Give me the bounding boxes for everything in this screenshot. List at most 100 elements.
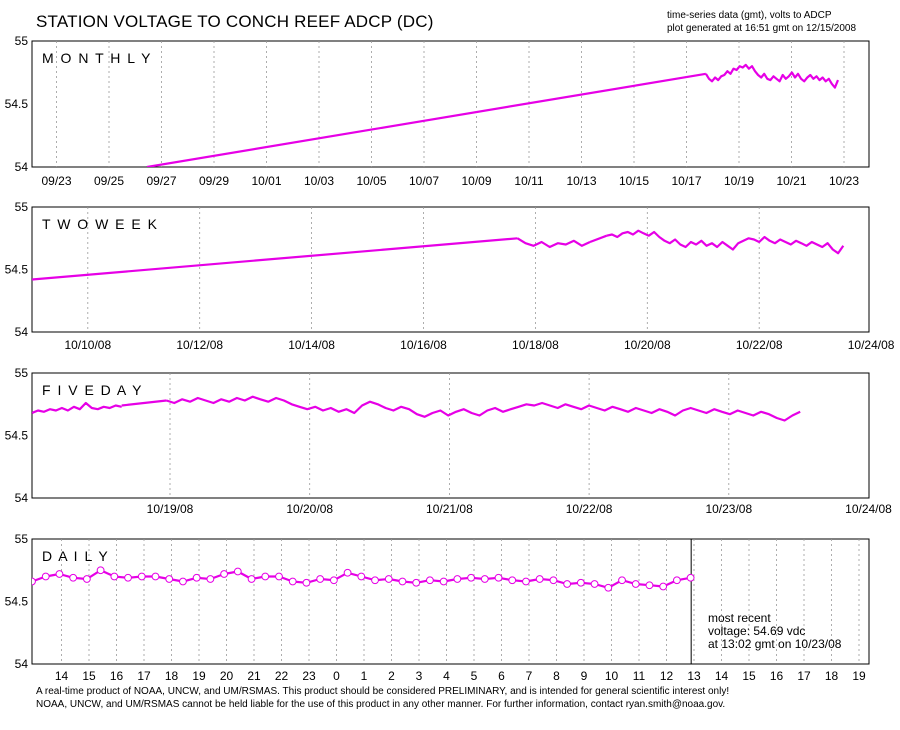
x-tick-label: 10/01 <box>251 174 281 188</box>
x-tick-label: 2 <box>388 669 395 683</box>
x-tick-label: 09/27 <box>146 174 176 188</box>
x-tick-label: 15 <box>82 669 96 683</box>
x-tick-label: 10/21 <box>776 174 806 188</box>
data-point <box>233 567 242 576</box>
data-point <box>371 576 379 585</box>
panel-label: M O N T H L Y <box>42 50 152 66</box>
data-point <box>563 580 572 588</box>
data-point <box>467 573 475 582</box>
voltage-series-line <box>121 399 167 407</box>
x-tick-label: 13 <box>687 669 701 683</box>
data-point <box>659 582 668 591</box>
y-tick-label: 54 <box>15 325 29 339</box>
most-recent-time: at 13:02 gmt on 10/23/08 <box>708 637 842 651</box>
data-point <box>412 578 421 587</box>
data-point <box>631 580 640 588</box>
x-tick-label: 18 <box>825 669 839 683</box>
x-tick-label: 09/23 <box>41 174 71 188</box>
x-tick-label: 10/15 <box>619 174 649 188</box>
x-tick-label: 10/14/08 <box>288 338 335 352</box>
x-tick-label: 11 <box>633 669 646 683</box>
chart-panel-five-day: 10/19/08 10/20/08 10/21/08 10/22/08 10/23/08… <box>5 366 893 516</box>
x-tick-label: 16 <box>110 669 124 683</box>
x-tick-label: 10/17 <box>671 174 701 188</box>
x-tick-label: 10/10/08 <box>64 338 111 352</box>
x-tick-label: 10/05 <box>356 174 386 188</box>
x-tick-label: 23 <box>302 669 316 683</box>
data-point <box>151 572 160 581</box>
voltage-series-line <box>32 237 518 281</box>
data-point <box>69 573 78 582</box>
plot-frame <box>31 538 870 665</box>
x-tick-label: 17 <box>137 669 151 683</box>
panel-label: T W O W E E K <box>42 216 158 232</box>
data-point <box>439 577 448 586</box>
plot-frame <box>31 40 870 168</box>
y-tick-label: 55 <box>15 34 29 48</box>
plot-frame <box>31 206 870 333</box>
x-tick-label: 10/20/08 <box>624 338 671 352</box>
x-tick-label: 10/22/08 <box>566 502 613 516</box>
data-point <box>453 575 462 583</box>
x-tick-label: 16 <box>770 669 784 683</box>
x-tick-label: 10/18/08 <box>512 338 559 352</box>
x-tick-label: 10/07 <box>409 174 439 188</box>
panel-label: F I V E D A Y <box>42 382 143 398</box>
x-tick-label: 7 <box>526 669 533 683</box>
x-tick-label: 10/21/08 <box>426 502 473 516</box>
voltage-series-line <box>589 234 608 244</box>
x-tick-label: 10/23 <box>829 174 859 188</box>
chart-panel-monthly: 09/23 09/25 09/27 09/29 10/01 10/03 10/05 10/07… <box>5 34 870 188</box>
x-tick-label: 4 <box>443 669 450 683</box>
data-point <box>302 578 311 587</box>
series-group <box>32 229 845 281</box>
x-tick-label: 10/16/08 <box>400 338 447 352</box>
x-tick-label: 20 <box>220 669 234 683</box>
voltage-series-line <box>704 63 840 89</box>
data-point <box>55 570 64 578</box>
x-tick-label: 6 <box>498 669 505 683</box>
data-point <box>686 573 695 582</box>
x-tick-label: 10/19 <box>724 174 754 188</box>
x-tick-label: 10/03 <box>304 174 334 188</box>
x-tick-label: 10/12/08 <box>176 338 223 352</box>
data-point <box>96 566 105 575</box>
page-title: STATION VOLTAGE TO CONCH REEF ADCP (DC) <box>36 12 434 31</box>
data-point <box>590 580 599 588</box>
footer-contact: NOAA, UNCW, and UM/RSMAS cannot be held … <box>36 699 726 710</box>
voltage-series-line <box>606 229 845 255</box>
voltage-series-line <box>516 237 591 249</box>
x-tick-label: 14 <box>55 669 69 683</box>
generated-timestamp: plot generated at 16:51 gmt on 12/15/200… <box>667 23 857 34</box>
x-tick-label: 8 <box>553 669 560 683</box>
x-tick-label: 10/23/08 <box>705 502 752 516</box>
data-point <box>329 576 338 585</box>
data-point <box>522 577 530 586</box>
data-point <box>275 572 283 581</box>
series-group <box>32 395 801 422</box>
x-tick-label: 10/13 <box>566 174 596 188</box>
series-group <box>32 566 695 592</box>
x-tick-label: 0 <box>333 669 340 683</box>
most-recent-voltage: voltage: 54.69 vdc <box>708 624 806 638</box>
data-point <box>110 572 119 581</box>
y-tick-label: 54.5 <box>5 97 29 111</box>
x-tick-label: 9 <box>581 669 588 683</box>
x-tick-label: 15 <box>742 669 756 683</box>
data-point <box>82 575 91 583</box>
x-tick-label: 5 <box>471 669 478 683</box>
voltage-series-line <box>166 395 801 422</box>
series-group <box>146 63 840 167</box>
data-point <box>261 572 270 581</box>
x-tick-label: 10/20/08 <box>286 502 333 516</box>
data-point <box>206 575 215 583</box>
y-tick-label: 54 <box>15 160 29 174</box>
x-tick-label: 10/22/08 <box>736 338 783 352</box>
y-tick-label: 54.5 <box>5 429 29 443</box>
voltage-series-line <box>146 72 707 167</box>
data-point <box>357 572 366 581</box>
data-point <box>549 576 558 585</box>
voltage-series-line <box>32 401 122 415</box>
data-point <box>398 577 407 586</box>
y-tick-label: 54 <box>15 657 29 671</box>
